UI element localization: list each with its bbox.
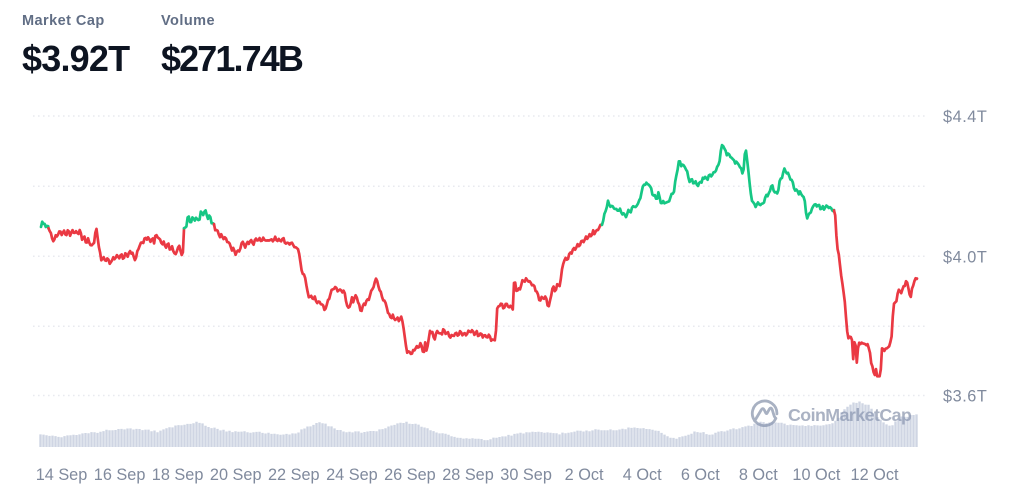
- svg-text:24 Sep: 24 Sep: [326, 466, 378, 484]
- svg-text:22 Sep: 22 Sep: [268, 466, 320, 484]
- svg-text:30 Sep: 30 Sep: [500, 466, 552, 484]
- svg-text:2 Oct: 2 Oct: [565, 466, 604, 484]
- svg-text:28 Sep: 28 Sep: [442, 466, 494, 484]
- svg-text:14 Sep: 14 Sep: [36, 466, 88, 484]
- svg-text:$4.0T: $4.0T: [943, 249, 987, 267]
- svg-text:8 Oct: 8 Oct: [739, 466, 778, 484]
- svg-text:10 Oct: 10 Oct: [792, 466, 840, 484]
- svg-text:12 Oct: 12 Oct: [851, 466, 899, 484]
- svg-text:$4.4T: $4.4T: [943, 108, 987, 126]
- svg-text:18 Sep: 18 Sep: [152, 466, 204, 484]
- svg-text:$3.6T: $3.6T: [943, 388, 987, 406]
- svg-text:4 Oct: 4 Oct: [623, 466, 662, 484]
- svg-text:20 Sep: 20 Sep: [210, 466, 262, 484]
- svg-text:CoinMarketCap: CoinMarketCap: [788, 405, 912, 425]
- svg-text:6 Oct: 6 Oct: [681, 466, 720, 484]
- svg-text:16 Sep: 16 Sep: [94, 466, 146, 484]
- svg-text:26 Sep: 26 Sep: [384, 466, 436, 484]
